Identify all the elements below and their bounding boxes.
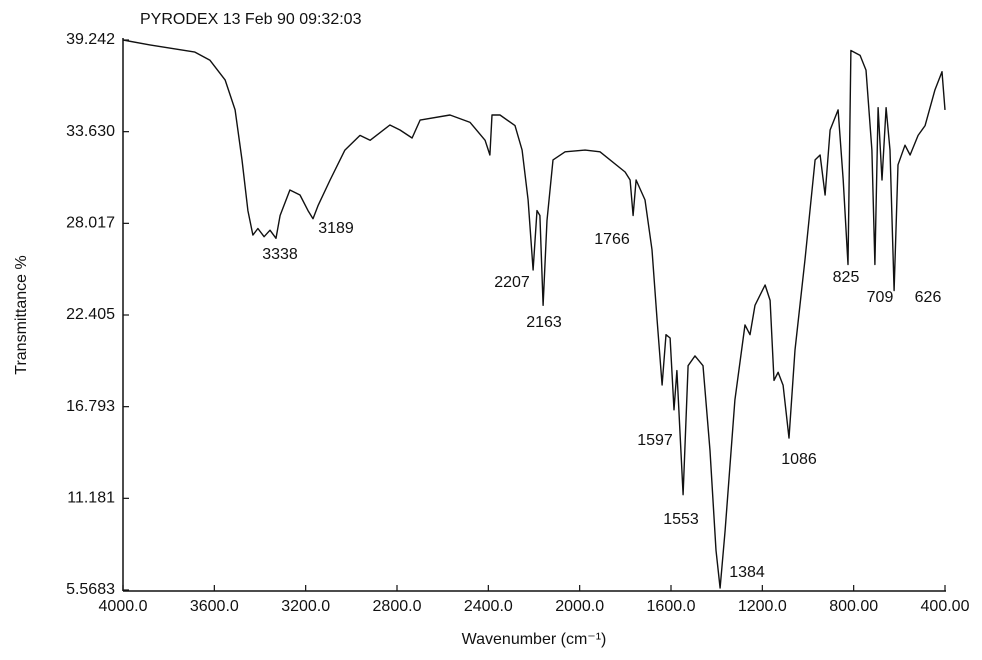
x-tick-label: 800.00 xyxy=(829,598,878,615)
x-tick-label: 2800.0 xyxy=(373,598,422,615)
x-tick-label: 1200.0 xyxy=(738,598,787,615)
peak-label: 3338 xyxy=(262,246,298,263)
y-tick-label: 22.405 xyxy=(66,306,115,323)
y-tick-label: 39.242 xyxy=(66,31,115,48)
x-tick-label: 3600.0 xyxy=(190,598,239,615)
spectrum-line xyxy=(122,39,946,589)
x-tick-label: 400.00 xyxy=(921,598,970,615)
peak-label: 1597 xyxy=(637,432,673,449)
peak-label: 1086 xyxy=(781,451,817,468)
peak-label: 1553 xyxy=(663,511,699,528)
x-axis-label: Wavenumber (cm⁻¹) xyxy=(462,631,607,648)
peak-label: 3189 xyxy=(318,220,354,237)
y-axis-label: Transmittance % xyxy=(13,255,30,374)
x-tick-label: 2400.0 xyxy=(464,598,513,615)
peak-label: 1766 xyxy=(594,231,630,248)
y-tick-label: 33.630 xyxy=(66,123,115,140)
peak-label: 709 xyxy=(867,289,894,306)
y-tick-label: 5.5683 xyxy=(66,581,115,598)
peak-label: 1384 xyxy=(729,564,765,581)
x-tick-label: 3200.0 xyxy=(281,598,330,615)
x-tick-label: 4000.0 xyxy=(99,598,148,615)
chart-title: PYRODEX 13 Feb 90 09:32:03 xyxy=(140,11,362,28)
y-tick-label: 28.017 xyxy=(66,215,115,232)
peak-label: 2207 xyxy=(494,274,530,291)
peak-label: 626 xyxy=(915,289,942,306)
x-tick-label: 2000.0 xyxy=(555,598,604,615)
y-tick-label: 16.793 xyxy=(66,398,115,415)
x-tick-label: 1600.0 xyxy=(647,598,696,615)
peak-label: 2163 xyxy=(526,314,562,331)
y-tick-label: 11.181 xyxy=(67,490,115,507)
peak-label: 825 xyxy=(833,269,860,286)
